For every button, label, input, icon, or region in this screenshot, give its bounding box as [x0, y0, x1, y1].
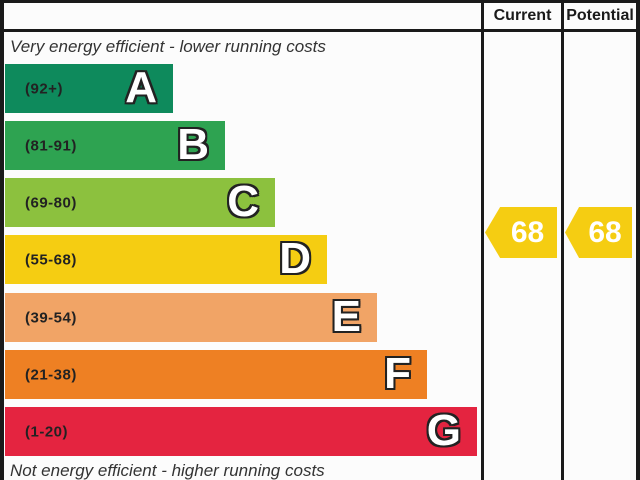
band-f: (21-38) F	[5, 350, 427, 399]
potential-column-header: Potential	[566, 7, 634, 24]
current-rating-value: 68	[510, 215, 545, 249]
band-letter: D	[279, 233, 311, 283]
potential-rating-value: 68	[588, 215, 622, 249]
header-divider-line	[0, 29, 640, 32]
band-range-label: (55-68)	[25, 251, 77, 268]
band-letter: A	[125, 62, 157, 112]
potential-rating-arrow: 68	[565, 207, 632, 258]
band-b: (81-91) B	[5, 121, 225, 170]
band-a: (92+) A	[5, 64, 173, 113]
right-border-line	[636, 0, 640, 480]
band-range-label: (81-91)	[25, 137, 77, 154]
band-letter: F	[384, 348, 411, 398]
potential-column-divider	[561, 0, 564, 480]
top-caption: Very energy efficient - lower running co…	[10, 37, 326, 56]
current-column-divider	[481, 0, 484, 480]
band-d: (55-68) D	[5, 235, 327, 284]
band-letter: E	[331, 291, 361, 341]
band-range-label: (21-38)	[25, 366, 77, 383]
bottom-caption: Not energy efficient - higher running co…	[10, 461, 325, 480]
band-range-label: (1-20)	[25, 423, 69, 440]
band-letter: C	[227, 176, 259, 226]
band-letter: G	[426, 405, 461, 455]
current-column-header: Current	[493, 7, 552, 24]
left-border-line	[0, 0, 4, 480]
band-c: (69-80) C	[5, 178, 275, 227]
current-rating-arrow: 68	[485, 207, 557, 258]
band-g: (1-20) G	[5, 407, 477, 456]
band-range-label: (39-54)	[25, 309, 77, 326]
band-range-label: (69-80)	[25, 194, 77, 211]
band-e: (39-54) E	[5, 293, 377, 342]
band-letter: B	[177, 119, 209, 169]
band-range-label: (92+)	[25, 80, 63, 97]
top-border-line	[0, 0, 640, 3]
